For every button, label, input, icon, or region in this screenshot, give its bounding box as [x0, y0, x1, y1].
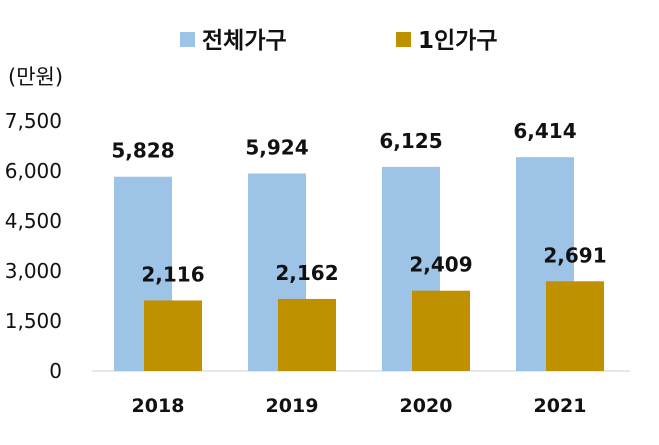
bars: 5,828 2,116 5,924 2,162 6,125 2,409 6,414 2,691 [111, 119, 607, 371]
y-tick-label: 7,500 [5, 109, 62, 133]
y-tick-label: 1,500 [5, 309, 62, 333]
y-axis-unit-label: (만원) [8, 65, 63, 89]
bar-single-households-2021 [546, 281, 604, 371]
y-tick-label: 4,500 [5, 209, 62, 233]
data-label-single-households-2019: 2,162 [275, 261, 338, 285]
data-label-single-households-2020: 2,409 [409, 253, 472, 277]
data-label-all-households-2021: 6,414 [513, 119, 576, 143]
legend-swatch-single-households [396, 32, 411, 47]
data-label-all-households-2019: 5,924 [245, 136, 308, 160]
x-category-label: 2019 [266, 395, 319, 417]
data-label-all-households-2018: 5,828 [111, 139, 174, 163]
x-category-label: 2021 [534, 395, 587, 417]
bar-single-households-2020 [412, 290, 470, 371]
legend-swatch-all-households [180, 32, 195, 47]
y-tick-label: 0 [49, 359, 62, 383]
y-axis-ticks: 0 1,500 3,000 4,500 6,000 7,500 [5, 109, 62, 383]
data-label-single-households-2021: 2,691 [543, 243, 606, 267]
legend: 전체가구 1인가구 [180, 28, 497, 54]
bar-single-households-2019 [278, 298, 336, 371]
bar-single-households-2018 [144, 300, 202, 371]
data-label-all-households-2020: 6,125 [379, 129, 442, 153]
legend-label-all-households: 전체가구 [202, 28, 287, 54]
x-category-label: 2018 [132, 395, 185, 417]
x-axis-categories: 2018 2019 2020 2021 [132, 395, 587, 417]
y-tick-label: 6,000 [5, 159, 62, 183]
data-label-single-households-2018: 2,116 [141, 262, 204, 286]
legend-label-single-households: 1인가구 [418, 28, 497, 54]
y-tick-label: 3,000 [5, 259, 62, 283]
x-category-label: 2020 [400, 395, 453, 417]
